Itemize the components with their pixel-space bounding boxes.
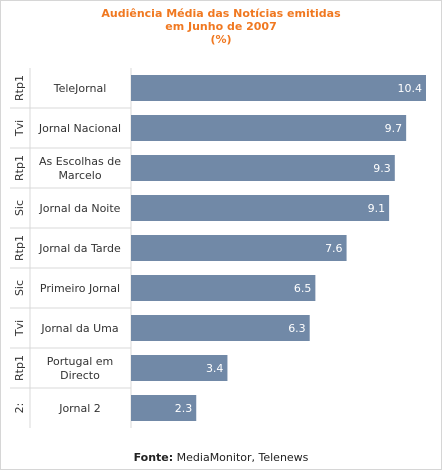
chart-title-line-3: (%) (210, 33, 232, 46)
group-label: Rtp1 (13, 155, 26, 181)
group-label: Tvi (13, 320, 26, 337)
category-label: As Escolhas de (39, 155, 121, 168)
source-label: Fonte: (133, 451, 174, 464)
bar (131, 155, 395, 181)
value-label: 2.3 (175, 402, 193, 415)
group-label: Rtp1 (13, 75, 26, 101)
bar (131, 115, 407, 141)
category-label: TeleJornal (53, 82, 107, 95)
value-label: 9.1 (368, 202, 386, 215)
group-label: 2: (13, 403, 26, 414)
value-label: 9.3 (373, 162, 391, 175)
category-label: Directo (60, 369, 100, 382)
value-label: 10.4 (398, 82, 423, 95)
value-label: 7.6 (325, 242, 343, 255)
group-label: Rtp1 (13, 235, 26, 261)
category-label: Jornal da Noite (39, 202, 121, 215)
bar (131, 235, 347, 261)
group-label: Sic (13, 280, 26, 296)
group-label: Tvi (13, 120, 26, 137)
bar-chart: Rtp1 TeleJornal 10.4 Tvi Jornal Nacional 9.7 R… (10, 68, 426, 428)
category-label: Jornal da Tarde (38, 242, 121, 255)
category-label: Jornal da Uma (40, 322, 118, 335)
source-note: Fonte: MediaMonitor, Telenews (0, 451, 442, 464)
chart-title-line-1: Audiência Média das Notícias emitidas (101, 7, 341, 20)
value-label: 6.5 (294, 282, 312, 295)
bar (131, 355, 228, 381)
value-label: 6.3 (288, 322, 306, 335)
chart-title: Audiência Média das Notícias emitidas em… (0, 7, 442, 46)
category-label: Primeiro Jornal (40, 282, 120, 295)
group-label: Rtp1 (13, 355, 26, 381)
category-label: Portugal em (47, 355, 114, 368)
chart-title-line-2: em Junho de 2007 (165, 20, 277, 33)
group-label: Sic (13, 200, 26, 216)
bar (131, 195, 390, 221)
source-text: MediaMonitor, Telenews (173, 451, 309, 464)
bar (131, 395, 197, 421)
category-label: Jornal Nacional (38, 122, 121, 135)
value-label: 3.4 (206, 362, 224, 375)
bar (131, 315, 310, 341)
value-label: 9.7 (385, 122, 403, 135)
category-label: Jornal 2 (58, 402, 101, 415)
bar (131, 75, 426, 101)
bar (131, 275, 316, 301)
category-label: Marcelo (58, 169, 101, 182)
